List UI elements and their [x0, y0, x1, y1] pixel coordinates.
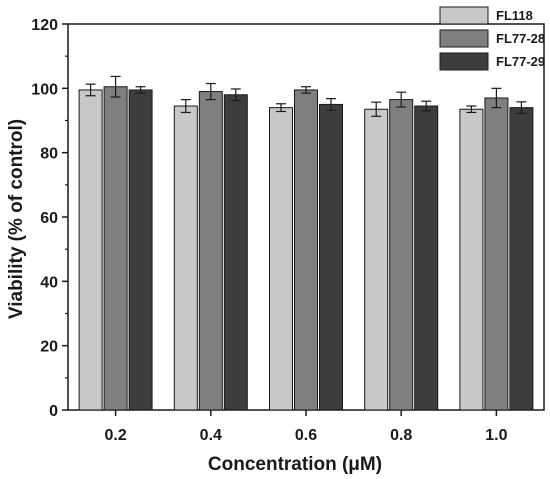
legend-swatch [439, 6, 489, 25]
legend: FL118 FL77-28 FL77-29 [439, 6, 545, 71]
bar [103, 86, 128, 411]
x-tick-label: 0.2 [104, 427, 126, 444]
x-tick-label: 1.0 [485, 427, 507, 444]
error-bars [85, 75, 527, 117]
x-tick-label: 0.6 [295, 427, 317, 444]
y-tick-label: 60 [40, 210, 58, 227]
bar [389, 99, 414, 411]
bar [484, 97, 509, 411]
y-tick-label: 40 [40, 274, 58, 291]
legend-label: FL77-28 [496, 31, 545, 46]
tick-labels: 0 20 40 60 80 100 120 0.2 0.4 0.6 0.8 1.0 [31, 17, 507, 444]
y-tick-label: 120 [31, 17, 58, 34]
bar [198, 91, 223, 411]
bar [78, 89, 103, 411]
bar [509, 107, 534, 411]
bar [459, 108, 484, 411]
x-axis-label: Concentration (μM) [208, 454, 382, 475]
x-tick-label: 0.4 [200, 427, 222, 444]
bar [414, 105, 439, 411]
bar [364, 108, 389, 411]
bars [78, 86, 534, 411]
bar [319, 103, 343, 411]
y-axis-label: Viability (% of control) [6, 119, 27, 319]
bar [128, 89, 153, 411]
legend-label: FL77-29 [496, 54, 545, 69]
bar [294, 89, 318, 411]
bar [269, 107, 293, 411]
y-tick-label: 0 [49, 403, 58, 420]
x-tick-label: 0.8 [390, 427, 412, 444]
legend-label: FL118 [496, 8, 533, 23]
legend-swatch [439, 52, 489, 71]
y-tick-label: 80 [40, 146, 58, 163]
legend-swatch [439, 29, 489, 48]
bar [173, 105, 198, 411]
y-tick-label: 100 [31, 81, 58, 98]
bar [223, 94, 248, 411]
y-tick-label: 20 [40, 339, 58, 356]
